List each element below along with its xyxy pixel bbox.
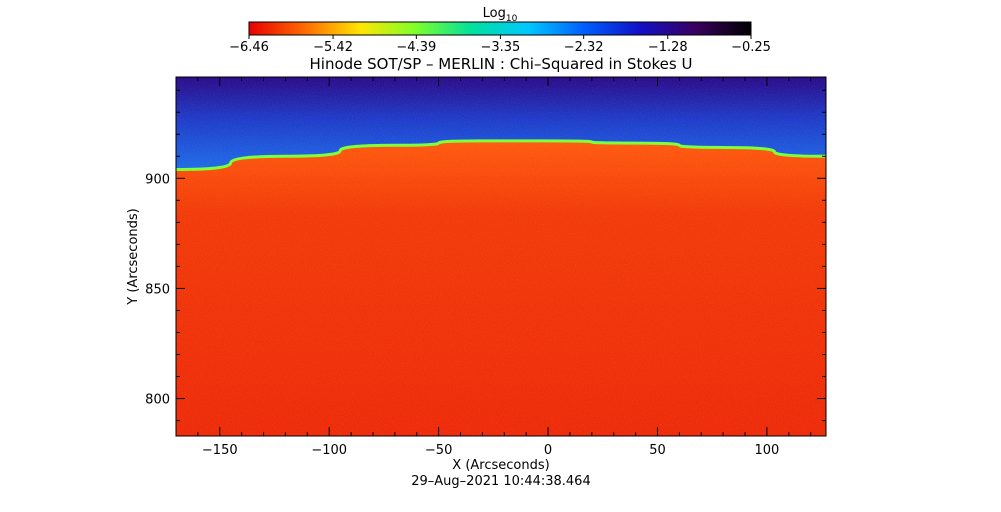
timestamp: 29–Aug–2021 10:44:38.464	[411, 474, 590, 489]
x-axis-label: X (Arcseconds)	[452, 458, 549, 473]
x-axis: −150 −100 −50 0 50 100	[175, 77, 812, 458]
y-axis: 800 850 900	[145, 89, 826, 422]
y-tick-label: 800	[145, 393, 170, 408]
colorbar-ticks: −6.46 −5.42 −4.39 −3.35 −2.32 −1.28 −0.25	[229, 35, 771, 55]
colorbar-tick-label: −3.35	[480, 40, 520, 55]
y-tick-label: 900	[145, 172, 170, 187]
colorbar-tick-label: −4.39	[396, 40, 436, 55]
colorbar-tick-label: −2.32	[564, 40, 604, 55]
heatmap-image	[176, 77, 826, 436]
plot-frame	[175, 76, 827, 437]
colorbar	[248, 21, 752, 36]
colorbar-tick-label: −1.28	[648, 40, 688, 55]
colorbar-tick-label: −6.46	[229, 40, 269, 55]
noise-texture	[176, 77, 826, 436]
colorbar-tick-label: −5.42	[313, 40, 353, 55]
x-tick-label: −100	[311, 443, 347, 458]
x-tick-label: −50	[425, 443, 452, 458]
x-tick-label: 0	[544, 443, 552, 458]
x-tick-label: 100	[754, 443, 779, 458]
y-tick-label: 850	[145, 282, 170, 297]
x-tick-label: −150	[202, 443, 238, 458]
colorbar-label: Log10	[483, 6, 518, 24]
y-axis-label: Y (Arcseconds)	[126, 208, 141, 305]
limb-line	[176, 139, 826, 172]
chart-title: Hinode SOT/SP – MERLIN : Chi–Squared in …	[310, 55, 693, 73]
x-tick-label: 50	[649, 443, 666, 458]
colorbar-tick-label: −0.25	[731, 40, 771, 55]
